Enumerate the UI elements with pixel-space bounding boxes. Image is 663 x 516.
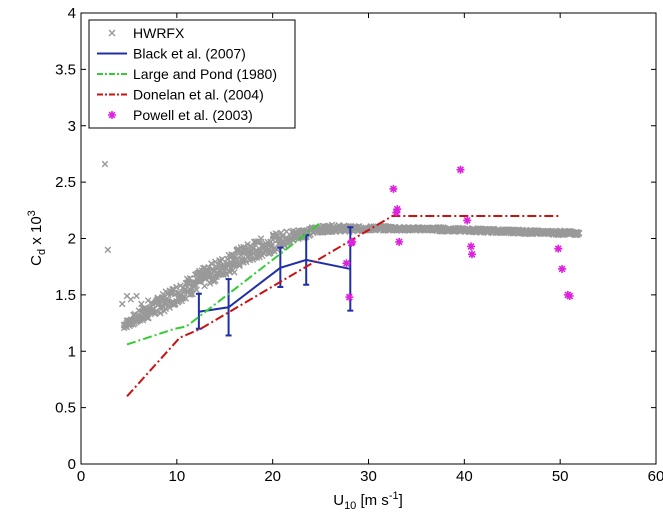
powell-2003-point xyxy=(463,216,472,225)
y-axis-label-sub: d xyxy=(36,249,48,255)
powell-2003-point xyxy=(456,165,465,174)
x-axis-label: U10 [m s-1] xyxy=(333,490,403,512)
hwrfx-point xyxy=(218,255,226,263)
plot-area xyxy=(101,160,583,398)
hwrfx-point xyxy=(201,282,208,290)
hwrfx-outlier xyxy=(127,296,135,303)
powell-2003-series xyxy=(342,165,574,302)
hwrfx-outlier xyxy=(231,269,238,276)
hwrfx-outlier xyxy=(104,246,112,254)
y-axis-label: Cd x 103 xyxy=(26,210,48,266)
x-tick-label: 50 xyxy=(552,468,569,485)
powell-2003-point xyxy=(554,244,563,253)
powell-2003-point xyxy=(392,208,401,217)
x-tick-label: 30 xyxy=(360,468,377,485)
legend: HWRFX Black et al. (2007) Large and Pond (… xyxy=(88,19,296,129)
x-tick-label: 0 xyxy=(77,468,85,485)
hwrfx-point xyxy=(236,261,243,269)
hwrfx-outlier xyxy=(168,288,176,295)
powell-2003-point xyxy=(342,259,351,268)
black-2007-series xyxy=(195,226,354,337)
hwrfx-point xyxy=(193,286,200,294)
x-tick-label: 20 xyxy=(264,468,281,485)
hwrfx-outlier xyxy=(133,292,140,300)
hwrfx-point xyxy=(575,230,583,237)
powell-2003-point xyxy=(393,205,402,214)
hwrfx-point xyxy=(242,258,250,266)
powell-2003-point xyxy=(345,293,354,302)
legend-label: HWRFX xyxy=(133,25,185,41)
hwrfx-outlier xyxy=(101,160,109,168)
powell-2003-point xyxy=(348,237,357,246)
y-tick-label: 3.5 xyxy=(55,61,76,78)
hwrfx-point xyxy=(169,285,176,293)
powell-2003-point xyxy=(467,242,476,251)
x-axis-label-unit: [m s xyxy=(356,492,389,509)
hwrfx-outlier xyxy=(138,300,145,308)
legend-label: Donelan et al. (2004) xyxy=(133,87,264,103)
hwrfx-series xyxy=(101,160,583,332)
x-axis-label-sup: -1 xyxy=(389,490,399,502)
large-and-pond-1980-line xyxy=(126,221,322,346)
x-axis-label-close: ] xyxy=(399,492,403,509)
hwrfx-outlier xyxy=(197,275,205,283)
powell-2003-point xyxy=(395,237,404,246)
x-tick-label: 40 xyxy=(456,468,473,485)
legend-label: Powell et al. (2003) xyxy=(133,107,253,123)
hwrfx-outlier xyxy=(144,297,152,304)
y-tick-label: 2.5 xyxy=(55,174,76,191)
powell-2003-point xyxy=(389,184,398,193)
y-tick-label: 2 xyxy=(68,231,76,248)
y-axis-label-main: C xyxy=(28,255,45,266)
legend-label: Black et al. (2007) xyxy=(133,46,246,62)
legend-swatch-powell-2003 xyxy=(108,111,116,119)
y-tick-label: 0 xyxy=(68,456,76,473)
donelan-et-al-2004-line xyxy=(126,214,561,398)
hwrfx-point xyxy=(277,229,285,237)
y-axis-label-sup: 3 xyxy=(26,210,38,216)
hwrfx-outlier xyxy=(211,273,219,281)
hwrfx-point xyxy=(283,228,290,235)
hwrfx-point xyxy=(187,290,195,298)
x-tick-label: 60 xyxy=(648,468,663,485)
y-tick-label: 1.5 xyxy=(55,287,76,304)
legend-swatch-hwrfx xyxy=(108,29,116,37)
y-axis-label-unit: x 10 xyxy=(28,216,45,249)
chart-axes: 0 10 20 30 40 50 60 0 0.5 1 1.5 2 2.5 3 3.5 4 xyxy=(55,5,663,485)
powell-2003-point xyxy=(468,250,476,259)
y-tick-label: 4 xyxy=(68,5,76,22)
powell-2003-point xyxy=(565,292,574,301)
y-tick-label: 1 xyxy=(68,343,76,360)
y-tick-label: 0.5 xyxy=(55,400,76,417)
y-tick-label: 3 xyxy=(68,118,76,135)
x-tick-label: 10 xyxy=(168,468,185,485)
legend-label: Large and Pond (1980) xyxy=(133,66,277,82)
x-axis-label-main: U xyxy=(333,492,344,509)
hwrfx-point xyxy=(144,315,152,322)
hwrfx-point xyxy=(157,309,164,317)
x-axis-label-sub: 10 xyxy=(344,500,356,512)
hwrfx-outlier xyxy=(118,300,126,308)
hwrfx-outlier xyxy=(185,280,192,287)
chart-marks xyxy=(101,160,583,398)
hwrfx-point xyxy=(208,260,215,267)
hwrfx-outlier xyxy=(159,293,166,301)
powell-2003-point xyxy=(558,264,567,273)
